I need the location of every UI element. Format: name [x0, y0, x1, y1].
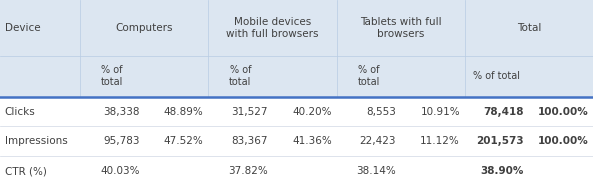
- Text: Impressions: Impressions: [5, 136, 68, 146]
- Text: Tablets with full
browsers: Tablets with full browsers: [360, 17, 441, 39]
- Text: 201,573: 201,573: [477, 136, 524, 146]
- Text: Computers: Computers: [116, 23, 173, 33]
- Text: 10.91%: 10.91%: [420, 107, 460, 117]
- Text: 38.90%: 38.90%: [481, 166, 524, 176]
- Text: 83,367: 83,367: [231, 136, 267, 146]
- Text: Mobile devices
with full browsers: Mobile devices with full browsers: [226, 17, 318, 39]
- Text: Total: Total: [517, 23, 541, 33]
- Text: % of
total: % of total: [229, 65, 251, 87]
- Text: 38.14%: 38.14%: [356, 166, 396, 176]
- Text: 37.82%: 37.82%: [228, 166, 267, 176]
- Text: 100.00%: 100.00%: [537, 107, 588, 117]
- Text: 41.36%: 41.36%: [292, 136, 332, 146]
- Text: % of
total: % of total: [101, 65, 123, 87]
- Bar: [0, 56, 593, 97]
- Text: 40.03%: 40.03%: [100, 166, 139, 176]
- Text: Clicks: Clicks: [5, 107, 36, 117]
- Text: % of
total: % of total: [358, 65, 380, 87]
- Text: 22,423: 22,423: [359, 136, 396, 146]
- Text: Device: Device: [5, 23, 40, 33]
- Text: 38,338: 38,338: [103, 107, 139, 117]
- Text: 40.20%: 40.20%: [292, 107, 332, 117]
- Text: 11.12%: 11.12%: [420, 136, 460, 146]
- Text: 95,783: 95,783: [103, 136, 139, 146]
- Text: 100.00%: 100.00%: [537, 136, 588, 146]
- Text: CTR (%): CTR (%): [5, 166, 47, 176]
- Text: % of total: % of total: [473, 71, 520, 81]
- Text: 31,527: 31,527: [231, 107, 267, 117]
- Bar: [0, 97, 593, 126]
- Bar: [0, 0, 593, 56]
- Text: 47.52%: 47.52%: [164, 136, 203, 146]
- Text: 8,553: 8,553: [366, 107, 396, 117]
- Text: 78,418: 78,418: [484, 107, 524, 117]
- Text: 48.89%: 48.89%: [164, 107, 203, 117]
- Bar: [0, 126, 593, 156]
- Bar: [0, 156, 593, 186]
